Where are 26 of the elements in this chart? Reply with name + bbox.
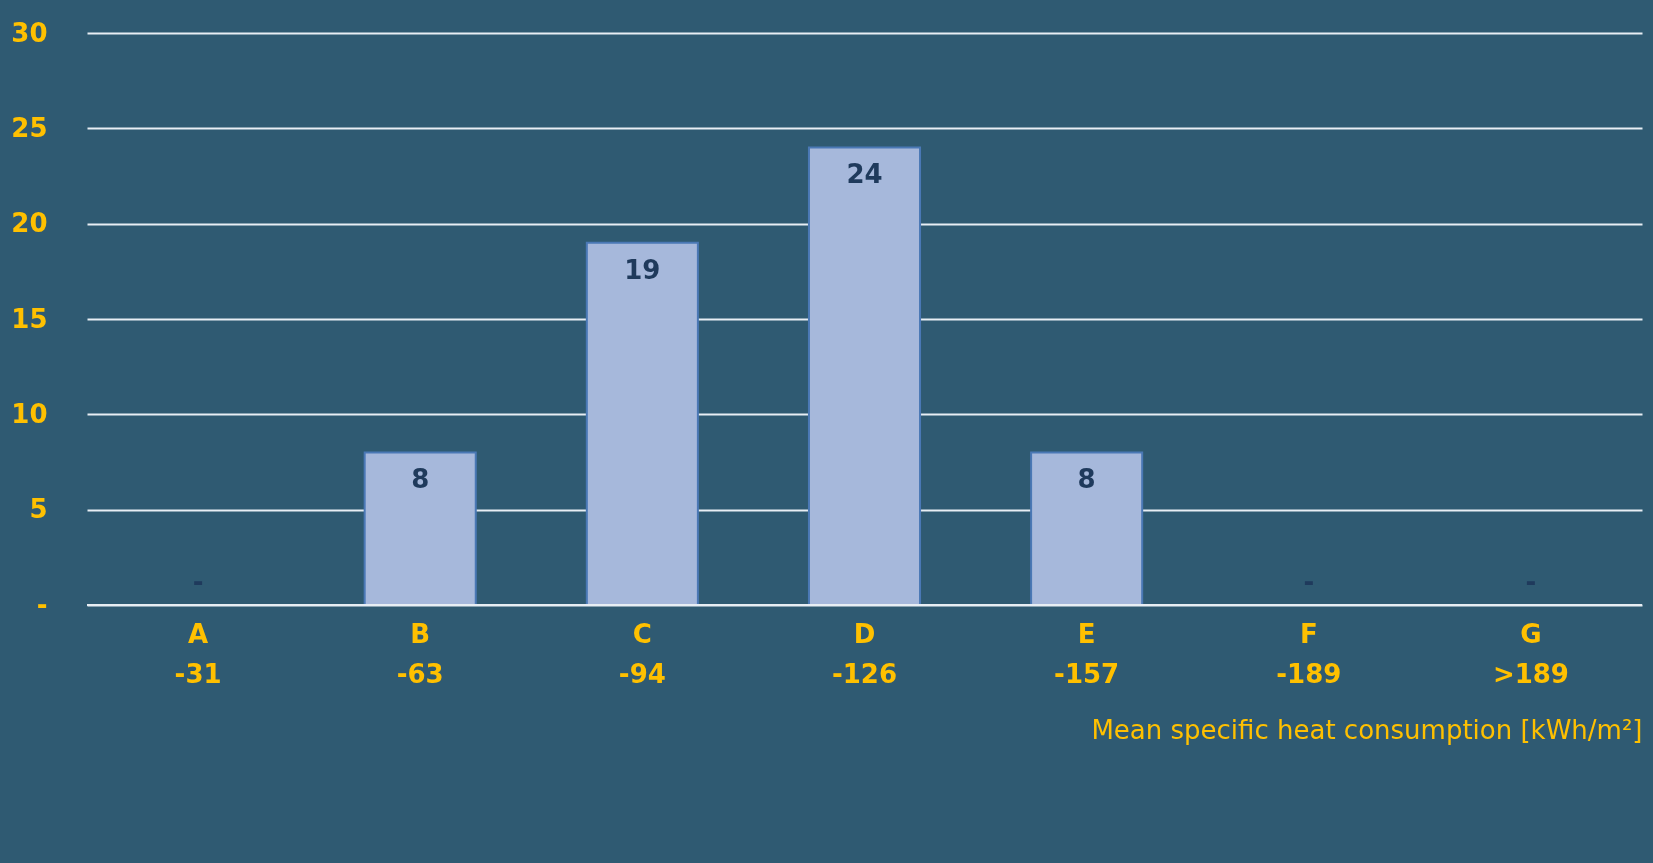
x-tick-label: B -63 (396, 618, 444, 689)
bar (1030, 451, 1144, 606)
bar (807, 146, 922, 606)
data-label: - (1525, 567, 1537, 597)
data-label: 24 (846, 159, 883, 190)
data-label: - (1303, 567, 1315, 597)
x-tick-label: F -189 (1276, 618, 1342, 689)
y-tick-label: 25 (11, 112, 48, 143)
x-tick-label: A -31 (174, 618, 222, 689)
data-label: 8 (1077, 464, 1096, 495)
x-tick-label: D -126 (831, 618, 898, 689)
x-tick-label: C -94 (618, 618, 666, 689)
bar (585, 241, 699, 606)
y-tick-label: - (36, 589, 48, 620)
y-tick-label: 30 (11, 17, 48, 48)
x-tick-label: G >189 (1492, 618, 1569, 689)
data-label: - (192, 567, 204, 597)
y-tick-label: 10 (11, 398, 48, 429)
x-axis-title: Mean specific heat consumption [kWh/m²] (1091, 714, 1643, 745)
data-label: 8 (411, 464, 430, 495)
bar (363, 451, 477, 606)
x-tick-label: E -157 (1054, 618, 1120, 689)
y-tick-label: 20 (11, 208, 48, 239)
data-label: 19 (624, 254, 661, 285)
y-tick-label: 15 (11, 303, 48, 334)
y-tick-label: 5 (29, 494, 48, 525)
